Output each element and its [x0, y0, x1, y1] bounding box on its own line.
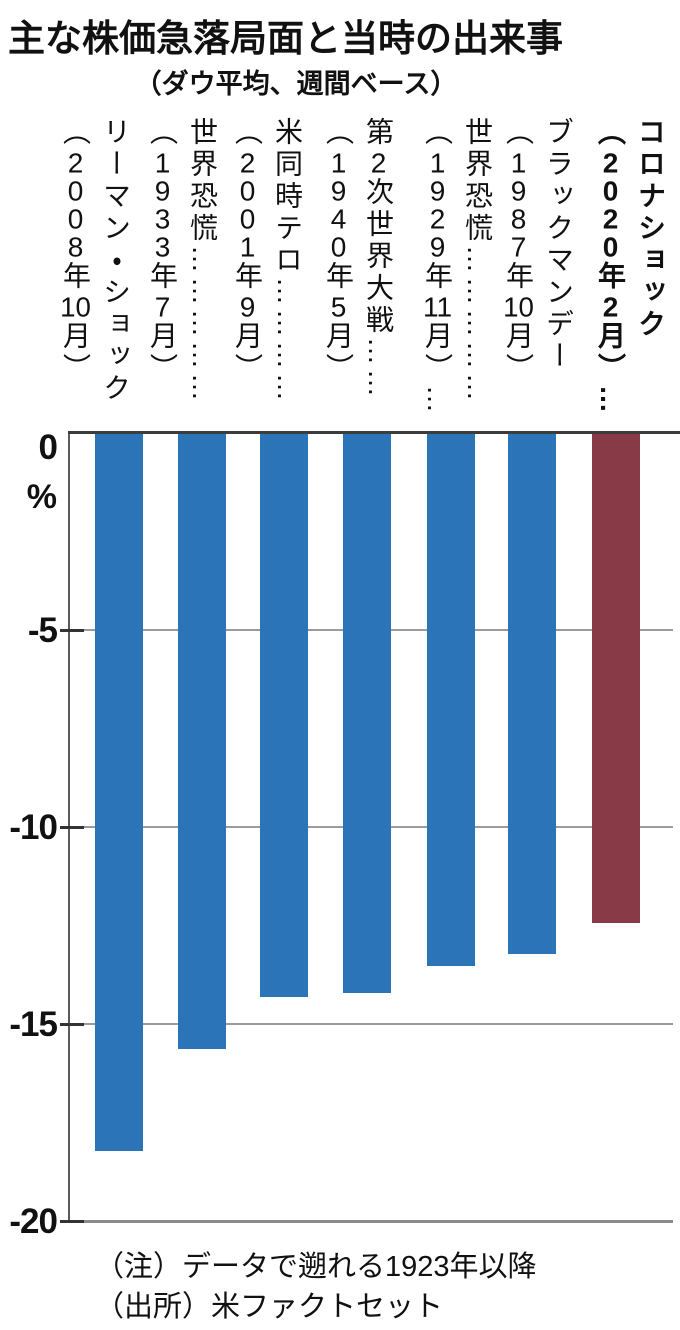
gridline — [68, 1023, 673, 1025]
bar-highlight — [592, 434, 640, 923]
bar-label: 米同時テロ………… （2001年9月） — [232, 117, 303, 405]
y-axis-tick — [60, 1023, 84, 1026]
bar-label: コロナショック （2020年2月）… — [595, 117, 666, 417]
bar — [508, 434, 556, 954]
bar-label: ブラックマンデー （1987年10月） — [503, 117, 574, 385]
chart-subtitle: （ダウ平均、週間ベース） — [134, 69, 458, 99]
bar — [178, 434, 226, 1049]
bar-label: 第2次世界大戦…… （1940年5月） — [323, 117, 394, 401]
bar-label: 世界恐慌…………… （1929年11月）… — [422, 117, 493, 417]
bar — [95, 434, 143, 1151]
chart-title: 主な株価急落局面と当時の出来事 — [8, 18, 563, 59]
y-axis-tick-label: -10 — [9, 808, 58, 847]
zero-gridline — [68, 431, 680, 434]
y-axis-unit-label: % — [26, 478, 57, 516]
bar — [260, 434, 308, 997]
y-axis-tick-label: -15 — [9, 1005, 58, 1044]
bar — [427, 434, 475, 966]
y-axis-tick — [60, 629, 84, 632]
y-axis-tick-label: -5 — [27, 611, 58, 650]
bar-label: リーマン・ショック （2008年10月） — [60, 117, 131, 405]
y-axis-tick-label: 0 — [38, 428, 58, 467]
y-axis-tick — [60, 1220, 84, 1223]
y-axis-tick-label: -20 — [9, 1202, 58, 1241]
chart-note: （注）データで遡れる1923年以降 — [95, 1251, 537, 1283]
chart-source: （出所）米ファクトセット — [95, 1291, 444, 1323]
y-axis-tick — [60, 826, 84, 829]
bar — [343, 434, 391, 993]
bar-label: 世界恐慌…………… （1933年7月） — [147, 117, 218, 405]
x-axis-line — [68, 1220, 673, 1223]
